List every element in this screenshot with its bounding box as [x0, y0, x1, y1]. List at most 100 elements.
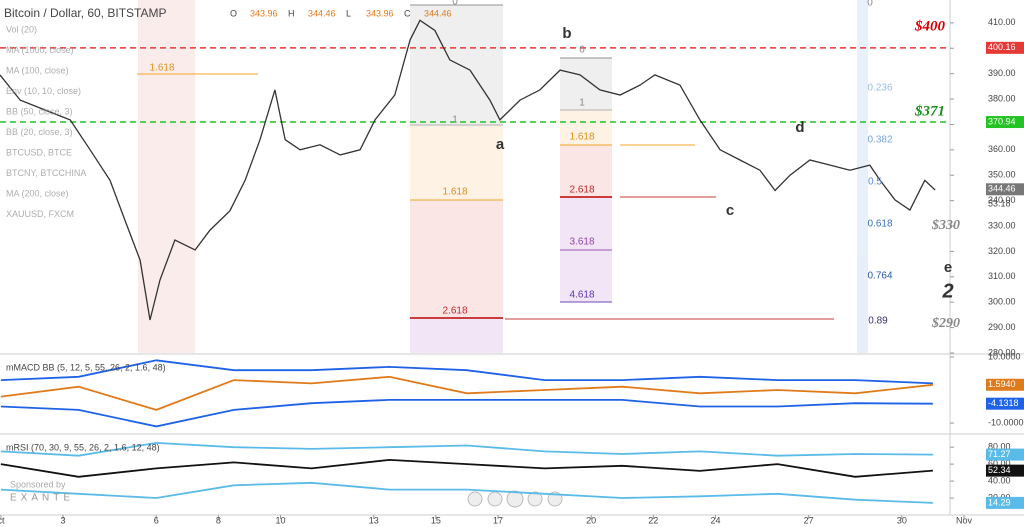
annotation: d [795, 119, 804, 136]
price-tag-label: 370.94 [988, 116, 1016, 126]
price-tag-label: 1.5940 [988, 379, 1016, 389]
indicator-label: Env (10, 10, close) [6, 86, 81, 96]
price-tag [986, 448, 1024, 461]
fib-zones [137, 0, 868, 353]
fib-label: 0 [579, 45, 585, 56]
annotation: $400 [914, 18, 946, 34]
y-tick-label: 360.00 [988, 144, 1016, 154]
indicator-label: XAUUSD, FXCM [6, 209, 74, 219]
sponsor-logo: EXANTE [10, 493, 74, 504]
fib-label: 0 [867, 0, 873, 9]
y-tick-label: 320.00 [988, 246, 1016, 256]
price-tag [986, 496, 1024, 509]
x-tick-label: 27 [804, 515, 814, 525]
fib-label: 0.89 [868, 316, 888, 327]
x-tick-label: 22 [648, 515, 658, 525]
ohlc: O [230, 8, 237, 18]
indicator-label: MA (200, close) [6, 188, 69, 198]
price-tag-label: -4.1318 [988, 398, 1019, 408]
y-tick-label: 390.00 [988, 68, 1016, 78]
series-line [0, 441, 933, 457]
annotation: c [726, 202, 734, 219]
fib-label: 0 [452, 0, 458, 8]
x-tick-label: 24 [710, 515, 720, 525]
indicator-label: BTCNY, BTCCHINA [6, 168, 86, 178]
fib-label: 2.618 [569, 185, 594, 196]
side-value: 53.18 [988, 198, 1011, 208]
indicator-label: MA (100, close) [6, 65, 69, 75]
x-tick-label: Nov [956, 515, 973, 525]
indicator-label: BB (50, close, 3) [6, 106, 73, 116]
price-tag [986, 397, 1024, 410]
sponsor: Sponsored by [10, 479, 66, 489]
price-tag-label: 14.29 [988, 497, 1011, 507]
indicator-label: BB (20, close, 3) [6, 127, 73, 137]
fib-label: 1.618 [149, 63, 174, 74]
y-tick-label: 80.00 [988, 442, 1011, 452]
annotation: $330 [931, 218, 960, 233]
ohlc: C [404, 8, 411, 18]
annotation: $290 [931, 316, 960, 331]
series-line [0, 19, 936, 321]
x-tick-label: 20 [586, 515, 596, 525]
series-line [0, 481, 933, 504]
y-tick-label: 290.00 [988, 322, 1016, 332]
price-tag [986, 183, 1024, 196]
x-tick-label: 13 [369, 515, 379, 525]
y-tick-label: 380.00 [988, 93, 1016, 103]
x-tick-label: 6 [154, 515, 159, 525]
annotation: b [562, 25, 571, 42]
x-tick-label: 17 [493, 515, 503, 525]
ohlc: 344.46 [308, 8, 336, 18]
y-tick-label: 300.00 [988, 297, 1016, 307]
y-tick-label: 60.00 [988, 459, 1011, 469]
series-line [0, 359, 933, 385]
y-tick-label: -10.0000 [988, 417, 1024, 427]
navigation[interactable] [467, 490, 563, 508]
panel-title: mRSI (70, 30, 9, 55, 26, 2, 1.6, 12, 48) [6, 442, 160, 452]
x-tick-label: 8 [216, 515, 221, 525]
price-tag-label: 71.27 [988, 449, 1011, 459]
chart-title: Bitcoin / Dollar, 60, BITSTAMP [4, 6, 167, 20]
x-tick-label: ct [0, 515, 5, 525]
fib-label: 0.618 [867, 219, 892, 230]
price-tag-label: 344.46 [988, 184, 1016, 194]
price-tag [986, 116, 1024, 129]
price-tag-label: 52.34 [988, 465, 1011, 475]
annotation: a [496, 136, 505, 153]
fib-label: 0.5 [868, 177, 882, 188]
fib-label: 1.618 [442, 187, 467, 198]
y-tick-label: 40.00 [988, 475, 1011, 485]
fib-label: 1 [579, 98, 585, 109]
y-tick-label: 410.00 [988, 17, 1016, 27]
y-tick-label: 280.00 [988, 347, 1016, 357]
fib-label: 4.618 [569, 290, 594, 301]
fib-label: 1.618 [569, 132, 594, 143]
series-line [0, 458, 933, 478]
x-tick-label: 10 [276, 515, 286, 525]
indicator-label: Vol (20) [6, 24, 37, 34]
price-tag [986, 464, 1024, 477]
fib-label: 2.618 [442, 306, 467, 317]
series-line [0, 399, 933, 428]
fib-label: 1 [452, 115, 458, 126]
annotation: $371 [914, 103, 945, 119]
x-tick-label: 15 [431, 515, 441, 525]
indicator-label: MA (1000, close) [6, 45, 74, 55]
ohlc: 344.46 [424, 8, 452, 18]
ohlc: 343.96 [250, 8, 278, 18]
price-tag [986, 378, 1024, 391]
fib-label: 0.382 [867, 135, 892, 146]
series-line [0, 375, 933, 411]
annotation: e [944, 259, 952, 276]
fib-label: 3.618 [569, 237, 594, 248]
indicator-label: BTCUSD, BTCE [6, 147, 72, 157]
y-tick-label: 330.00 [988, 220, 1016, 230]
fib-label: 0.236 [867, 83, 892, 94]
ohlc: H [288, 8, 295, 18]
price-tag-label: 400.16 [988, 42, 1016, 52]
x-tick-label: 3 [61, 515, 66, 525]
x-tick-label: 30 [897, 515, 907, 525]
